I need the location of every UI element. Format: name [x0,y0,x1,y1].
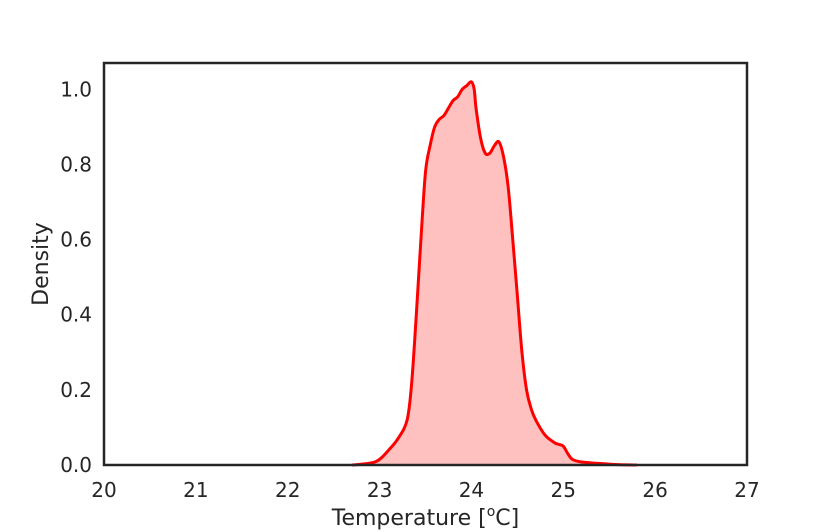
y-tick-label: 0.4 [60,303,92,327]
x-tick-label: 21 [183,478,208,502]
x-tick-label: 27 [734,478,759,502]
y-tick-label: 0.6 [60,228,92,252]
x-tick-label: 22 [275,478,300,502]
y-tick-label: 1.0 [60,77,92,101]
plot-area [102,61,749,467]
y-axis-label: Density [29,222,54,306]
y-tick-label: 0.0 [60,453,92,477]
plot-frame [102,61,749,467]
y-axis-ticks: 0.0 0.2 0.4 0.6 0.8 1.0 [60,77,92,477]
x-tick-label: 26 [642,478,667,502]
y-tick-label: 0.8 [60,152,92,176]
x-tick-label: 24 [459,478,484,502]
x-tick-label: 25 [551,478,576,502]
x-axis-ticks: 20 21 22 23 24 25 26 27 [91,478,759,502]
x-axis-label: Temperature [oC] [331,504,519,531]
x-axis-label-superscript: o [487,504,496,520]
x-tick-label: 20 [91,478,116,502]
y-tick-label: 0.2 [60,378,92,402]
density-fill [352,81,637,466]
density-line [351,80,637,467]
x-tick-label: 23 [367,478,392,502]
